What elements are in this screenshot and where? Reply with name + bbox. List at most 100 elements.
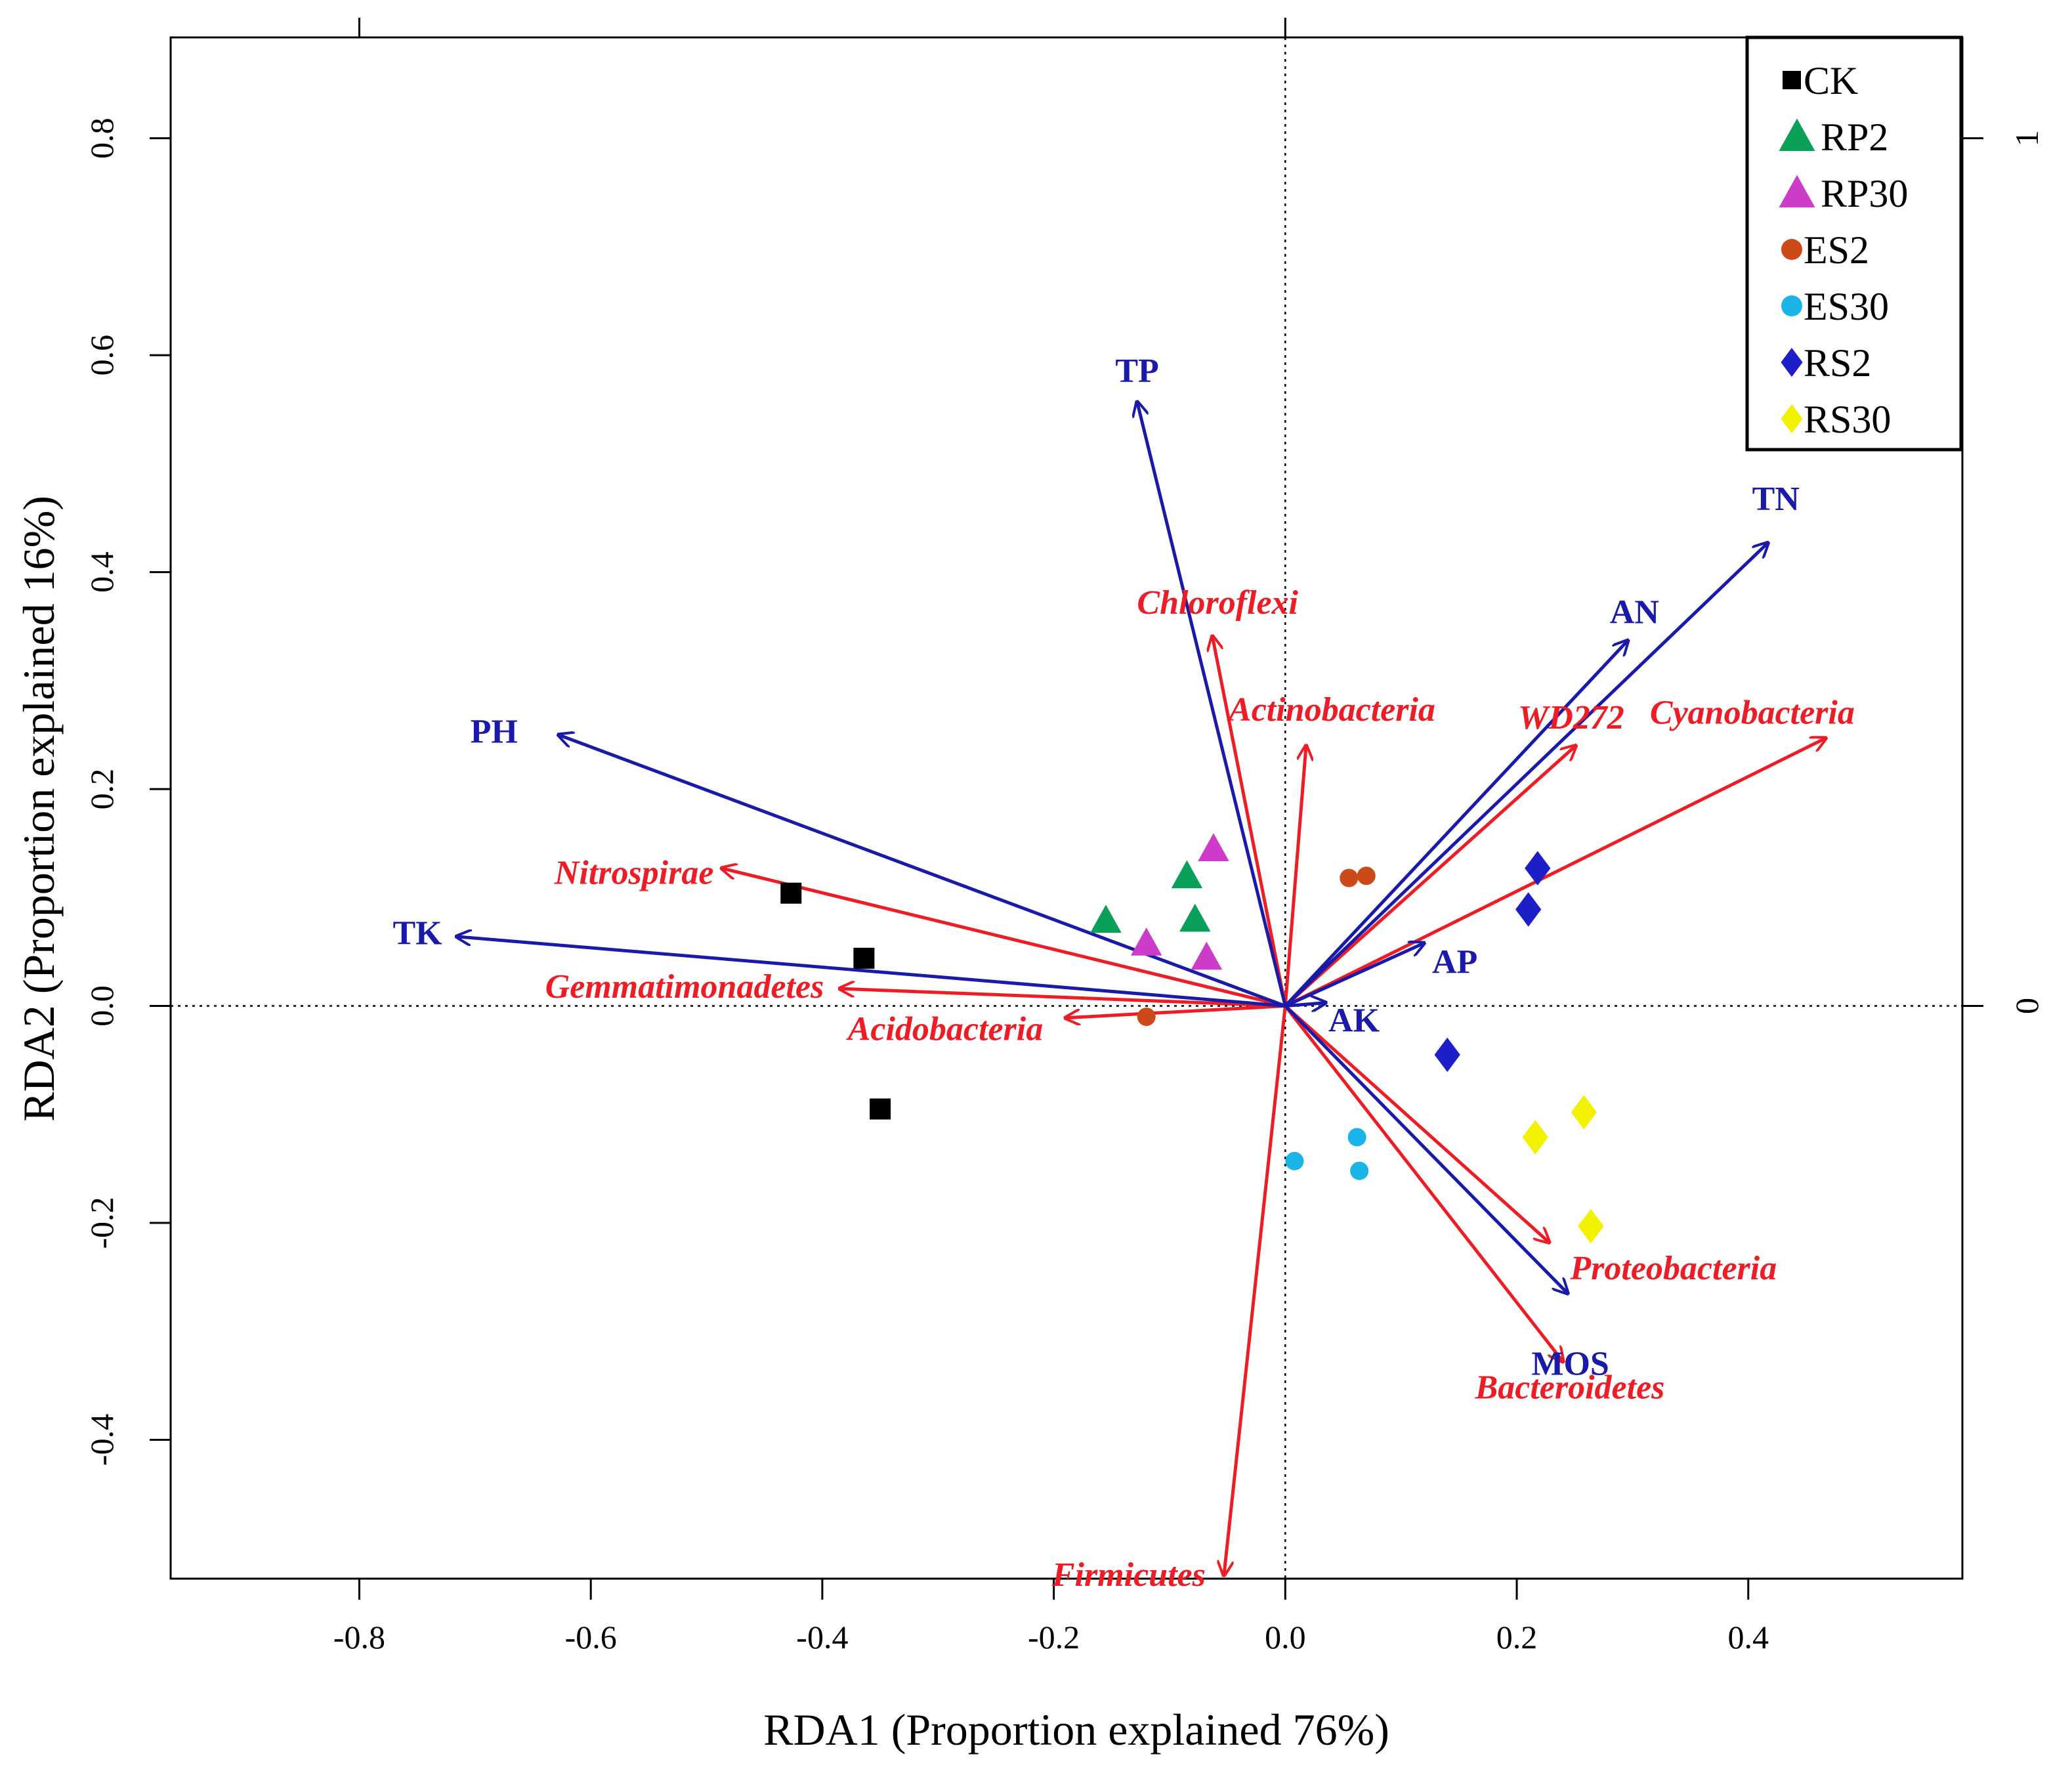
- point-es30: [1347, 1128, 1366, 1147]
- legend-label-rp2: RP2: [1821, 116, 1888, 159]
- legend-marker-rp30: [1779, 175, 1815, 207]
- legend: CK RP2 RP30 ES2 ES30 RS2 RS30: [1745, 35, 1963, 452]
- x-tick-label: -0.8: [333, 1619, 385, 1655]
- y-tick-label: 0.2: [83, 769, 120, 810]
- taxon-arrow-nitrospirae: [721, 868, 1286, 1008]
- legend-label-ck: CK: [1804, 59, 1858, 102]
- legend-label-rs30: RS30: [1804, 398, 1891, 441]
- plot-frame: [169, 36, 1964, 1580]
- point-es2: [1357, 866, 1376, 885]
- env-arrow-ap: [1284, 943, 1424, 1008]
- right-tick-label: 1: [2008, 130, 2045, 146]
- taxon-arrow-chloroflexi: [1212, 636, 1287, 1007]
- env-arrow-ph: [559, 735, 1286, 1008]
- taxon-label-proteobacteria: Proteobacteria: [1569, 1250, 1777, 1287]
- y-tick-label: 0.4: [83, 551, 120, 593]
- env-label-mos: MOS: [1531, 1345, 1609, 1382]
- env-label-ph: PH: [471, 713, 518, 750]
- point-rs30: [1522, 1120, 1548, 1155]
- point-rp30: [1130, 927, 1162, 956]
- y-axis: -0.4 -0.2 0.0 0.2 0.4 0.6 0.8: [83, 117, 171, 1466]
- env-arrow-ak: [1285, 1003, 1326, 1006]
- point-rp2: [1179, 903, 1211, 932]
- y-tick-label: 0.0: [83, 985, 120, 1027]
- point-es2: [1137, 1008, 1156, 1027]
- point-es2: [1340, 868, 1359, 887]
- legend-label-es2: ES2: [1804, 228, 1869, 272]
- taxon-label-gemmatimonadetes: Gemmatimonadetes: [545, 968, 824, 1006]
- reference-lines: [171, 37, 1962, 1579]
- legend-marker-rs2: [1781, 347, 1803, 377]
- legend-label-rs2: RS2: [1804, 341, 1871, 385]
- point-rp30: [1191, 941, 1223, 970]
- taxon-arrow-cyanobacteria: [1284, 738, 1826, 1008]
- legend-label-rp30: RP30: [1821, 172, 1908, 215]
- secondary-y-axis: 01: [1962, 130, 2045, 1014]
- env-arrow-tn: [1284, 543, 1767, 1008]
- taxon-arrow-actinobacteria: [1283, 746, 1306, 1006]
- legend-marker-ck: [1783, 71, 1801, 89]
- legend-label-es30: ES30: [1804, 285, 1889, 328]
- point-rp2: [1090, 905, 1122, 933]
- taxon-label-cyanobacteria: Cyanobacteria: [1650, 694, 1855, 731]
- x-tick-label: -0.6: [565, 1619, 617, 1655]
- env-arrow-an: [1284, 641, 1628, 1008]
- y-tick-label: 0.6: [83, 335, 120, 376]
- legend-box: [1745, 35, 1963, 452]
- point-rs2: [1525, 851, 1551, 885]
- point-ck: [780, 882, 802, 904]
- point-rs30: [1571, 1095, 1597, 1130]
- x-tick-label: 0.0: [1265, 1619, 1306, 1655]
- legend-marker-rp2: [1779, 118, 1815, 151]
- taxon-label-bacteroidetes: Bacteroidetes: [1475, 1369, 1665, 1407]
- y-axis-title: RDA2 (Proportion explained 16%): [14, 496, 64, 1122]
- sample-points: [780, 833, 1604, 1244]
- y-tick-label: -0.4: [83, 1414, 120, 1466]
- legend-marker-rs30: [1781, 404, 1803, 434]
- y-tick-label: -0.2: [83, 1197, 120, 1248]
- top-axis: [358, 18, 1286, 37]
- env-label-tp: TP: [1115, 352, 1158, 390]
- env-label-ap: AP: [1432, 944, 1477, 981]
- taxon-label-firmicutes: Firmicutes: [1051, 1556, 1206, 1594]
- env-arrow-tk: [457, 937, 1286, 1008]
- taxon-label-acidobacteria: Acidobacteria: [846, 1011, 1044, 1048]
- taxon-label-nitrospirae: Nitrospirae: [554, 855, 714, 892]
- legend-marker-es2: [1781, 239, 1802, 260]
- point-rp2: [1171, 860, 1203, 889]
- x-tick-label: -0.4: [796, 1619, 848, 1655]
- taxon-arrow-proteobacteria: [1284, 1004, 1549, 1243]
- taxon-arrow-gemmatimonadetes: [839, 989, 1286, 1008]
- x-axis-title: RDA1 (Proportion explained 76%): [763, 1705, 1389, 1755]
- point-es30: [1285, 1151, 1304, 1170]
- taxon-arrow-wd272: [1284, 746, 1576, 1008]
- point-ck: [853, 947, 875, 969]
- point-es30: [1350, 1161, 1369, 1180]
- taxon-label-chloroflexi: Chloroflexi: [1137, 584, 1298, 622]
- env-label-an: AN: [1610, 594, 1659, 631]
- env-label-tn: TN: [1752, 480, 1800, 518]
- taxon-arrow-acidobacteria: [1065, 1004, 1286, 1018]
- y-tick-label: 0.8: [83, 117, 120, 159]
- x-axis: -0.8 -0.6 -0.4 -0.2 0.0 0.2 0.4: [333, 1579, 1769, 1655]
- point-ck: [870, 1098, 891, 1120]
- point-rp30: [1198, 833, 1229, 861]
- legend-marker-es30: [1781, 295, 1802, 316]
- x-tick-label: 0.2: [1496, 1619, 1538, 1655]
- taxon-label-actinobacteria: Actinobacteria: [1227, 691, 1435, 729]
- env-vectors: [457, 402, 1768, 1293]
- vector-labels: Chloroflexi Actinobacteria WD272 Cyanobacte…: [392, 352, 1854, 1594]
- x-tick-label: 0.4: [1727, 1619, 1769, 1655]
- taxon-vectors: [721, 636, 1825, 1575]
- taxon-arrow-bacteroidetes: [1284, 1005, 1563, 1362]
- right-tick-label: 0: [2008, 998, 2045, 1014]
- point-rs2: [1434, 1037, 1460, 1073]
- taxon-arrow-firmicutes: [1224, 1006, 1287, 1575]
- env-label-tk: TK: [392, 915, 442, 952]
- x-tick-label: -0.2: [1028, 1619, 1080, 1655]
- taxon-label-wd272: WD272: [1518, 699, 1624, 736]
- env-arrow-mos: [1284, 1004, 1567, 1294]
- env-label-ak: AK: [1328, 1002, 1380, 1040]
